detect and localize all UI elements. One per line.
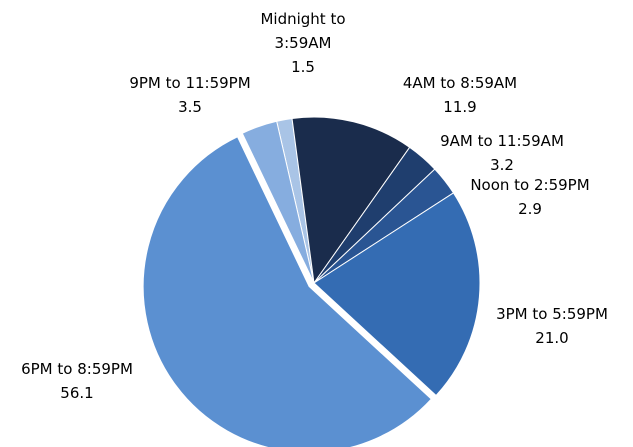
slice-category: 3:59AM (275, 34, 332, 52)
data-label-9pm-to-11-59pm: 9PM to 11:59PM 3.5 (129, 74, 250, 116)
pie-slices (142, 116, 481, 447)
data-label-6pm-to-8-59pm: 6PM to 8:59PM 56.1 (21, 360, 133, 402)
slice-value: 56.1 (60, 384, 93, 402)
slice-category: 9AM to 11:59AM (440, 132, 564, 150)
data-label-4am-to-8-59am: 4AM to 8:59AM 11.9 (403, 74, 517, 116)
data-label-9am-to-11-59am: 9AM to 11:59AM 3.2 (440, 132, 564, 174)
slice-value: 3.5 (178, 98, 202, 116)
pie-slice-4am-to-8-59am (291, 116, 411, 285)
slice-category: Midnight to (260, 10, 345, 28)
pie-slice-9pm-to-11-59pm (241, 120, 315, 284)
data-label-midnight-to-3-59am: Midnight to 3:59AM 1.5 (260, 10, 345, 76)
slice-value: 11.9 (443, 98, 476, 116)
slice-value: 2.9 (518, 200, 542, 218)
pie-labels: Midnight to 3:59AM 1.5 4AM to 8:59AM 11.9 9AM… (21, 10, 608, 402)
slice-value: 21.0 (535, 329, 568, 347)
slice-category: 3PM to 5:59PM (496, 305, 608, 323)
data-label-3pm-to-5-59pm: 3PM to 5:59PM 21.0 (496, 305, 608, 347)
slice-value: 3.2 (490, 156, 514, 174)
data-label-noon-to-2-59pm: Noon to 2:59PM 2.9 (470, 176, 589, 218)
pie-slice-6pm-to-8-59pm (142, 136, 432, 447)
slice-category: 9PM to 11:59PM (129, 74, 250, 92)
slice-value: 1.5 (291, 58, 315, 76)
slice-category: 4AM to 8:59AM (403, 74, 517, 92)
pie-slice-3pm-to-5-59pm (313, 192, 481, 397)
slice-category: 6PM to 8:59PM (21, 360, 133, 378)
slice-category: Noon to 2:59PM (470, 176, 589, 194)
